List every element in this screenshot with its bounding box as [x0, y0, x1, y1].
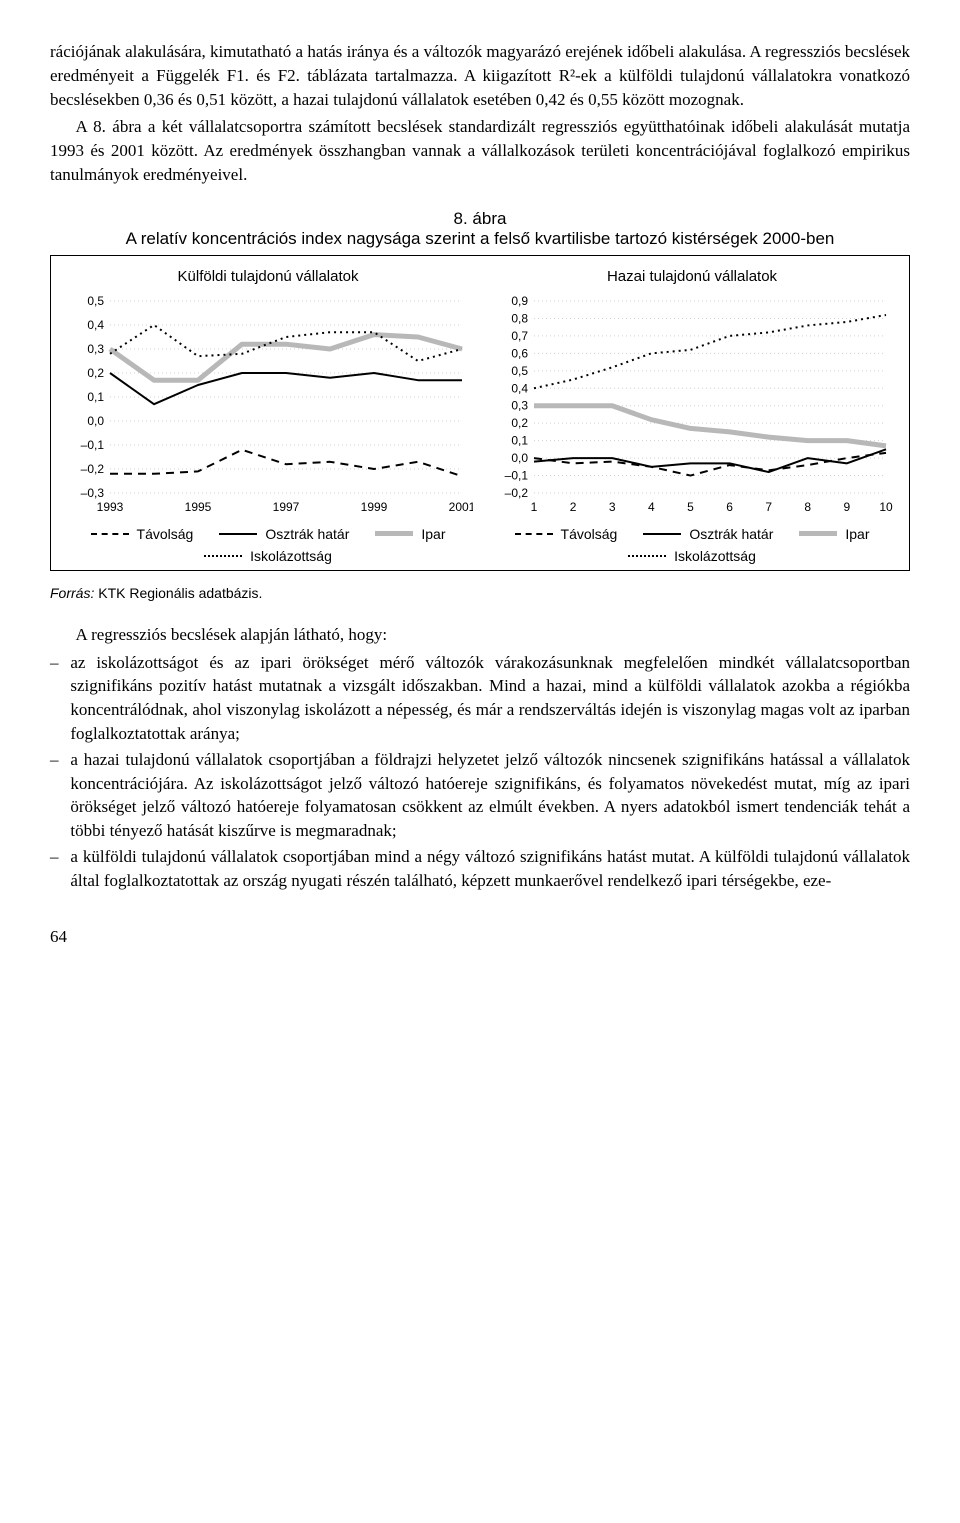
svg-text:0,9: 0,9 [511, 295, 528, 308]
legend-swatch [91, 533, 129, 535]
legend-label: Távolság [561, 526, 618, 542]
svg-text:0,7: 0,7 [511, 329, 528, 343]
svg-text:0,6: 0,6 [511, 346, 528, 360]
chart-left: Külföldi tulajdonú vállalatok 0,50,40,30… [63, 268, 473, 564]
svg-text:10: 10 [879, 500, 893, 514]
chart-left-subtitle: Külföldi tulajdonú vállalatok [63, 268, 473, 285]
figure-number: 8. ábra [50, 209, 910, 229]
svg-text:–0,2: –0,2 [505, 486, 529, 500]
legend-item-iskolazottsag: Iskolázottság [628, 548, 756, 564]
svg-text:0,2: 0,2 [87, 366, 104, 380]
legend-item-osztrak: Osztrák határ [643, 526, 773, 542]
figure-box: Külföldi tulajdonú vállalatok 0,50,40,30… [50, 255, 910, 571]
legend-swatch [204, 555, 242, 557]
legend-label: Iskolázottság [250, 548, 332, 564]
page-number: 64 [50, 927, 910, 947]
svg-text:0,5: 0,5 [87, 295, 104, 308]
paragraph-1: rációjának alakulására, kimutatható a ha… [50, 40, 910, 111]
legend-label: Osztrák határ [689, 526, 773, 542]
svg-text:0,3: 0,3 [87, 342, 104, 356]
svg-text:–0,2: –0,2 [81, 462, 105, 476]
svg-text:2001: 2001 [449, 500, 473, 514]
svg-text:0,3: 0,3 [511, 399, 528, 413]
legend-label: Ipar [421, 526, 445, 542]
figure-caption: 8. ábra A relatív koncentrációs index na… [50, 209, 910, 249]
results-item: a külföldi tulajdonú vállalatok csoportj… [50, 845, 910, 893]
source-text: KTK Regionális adatbázis. [98, 585, 262, 601]
legend-swatch [375, 531, 413, 536]
legend-item-ipar: Ipar [375, 526, 445, 542]
legend-item-osztrak: Osztrák határ [219, 526, 349, 542]
svg-text:3: 3 [609, 500, 616, 514]
svg-text:0,4: 0,4 [87, 318, 104, 332]
legend-left: Távolság Osztrák határ Ipar Iskolázottság [63, 526, 473, 564]
results-item: az iskolázottságot és az ipari örökséget… [50, 651, 910, 746]
legend-swatch [643, 533, 681, 535]
svg-text:0,1: 0,1 [87, 390, 104, 404]
svg-text:0,8: 0,8 [511, 311, 528, 325]
figure-source: Forrás: KTK Regionális adatbázis. [50, 585, 910, 601]
svg-text:4: 4 [648, 500, 655, 514]
svg-text:0,5: 0,5 [511, 364, 528, 378]
svg-text:6: 6 [726, 500, 733, 514]
svg-text:0,0: 0,0 [87, 414, 104, 428]
svg-text:0,0: 0,0 [511, 451, 528, 465]
svg-text:9: 9 [844, 500, 851, 514]
svg-text:–0,1: –0,1 [505, 468, 529, 482]
chart-right: Hazai tulajdonú vállalatok 0,90,80,70,60… [487, 268, 897, 564]
svg-text:5: 5 [687, 500, 694, 514]
svg-text:1997: 1997 [273, 500, 300, 514]
source-label: Forrás: [50, 585, 94, 601]
legend-item-tavolsag: Távolság [91, 526, 194, 542]
svg-text:2: 2 [570, 500, 577, 514]
svg-text:7: 7 [765, 500, 772, 514]
svg-text:1999: 1999 [361, 500, 388, 514]
results-item: a hazai tulajdonú vállalatok csoportjába… [50, 748, 910, 843]
legend-swatch [515, 533, 553, 535]
chart-left-svg: 0,5 0,4 0,3 0,2 0,1 0,0 –0,1 –0,2 –0,31993 1995 19… [63, 295, 473, 515]
legend-item-ipar: Ipar [799, 526, 869, 542]
legend-swatch [799, 531, 837, 536]
svg-text:–0,1: –0,1 [81, 438, 105, 452]
svg-text:–0,3: –0,3 [81, 486, 105, 500]
svg-text:0,1: 0,1 [511, 433, 528, 447]
svg-text:0,4: 0,4 [511, 381, 528, 395]
svg-text:1: 1 [531, 500, 538, 514]
figure-title: A relatív koncentrációs index nagysága s… [50, 229, 910, 249]
legend-label: Iskolázottság [674, 548, 756, 564]
legend-item-iskolazottsag: Iskolázottság [204, 548, 332, 564]
results-list: az iskolázottságot és az ipari örökséget… [50, 651, 910, 893]
legend-swatch [628, 555, 666, 557]
chart-right-svg: 0,9 0,8 0,7 0,6 0,5 0,4 0,3 0,2 0,1 0,0 –0,1 –0,21 2… [487, 295, 897, 515]
legend-item-tavolsag: Távolság [515, 526, 618, 542]
legend-label: Távolság [137, 526, 194, 542]
legend-swatch [219, 533, 257, 535]
results-intro: A regressziós becslések alapján látható,… [50, 623, 910, 647]
svg-text:1995: 1995 [185, 500, 212, 514]
svg-text:0,2: 0,2 [511, 416, 528, 430]
paragraph-2: A 8. ábra a két vállalatcsoportra számít… [50, 115, 910, 186]
legend-label: Osztrák határ [265, 526, 349, 542]
legend-label: Ipar [845, 526, 869, 542]
legend-right: Távolság Osztrák határ Ipar Iskolázottság [487, 526, 897, 564]
chart-right-subtitle: Hazai tulajdonú vállalatok [487, 268, 897, 285]
svg-text:8: 8 [804, 500, 811, 514]
svg-text:1993: 1993 [97, 500, 124, 514]
